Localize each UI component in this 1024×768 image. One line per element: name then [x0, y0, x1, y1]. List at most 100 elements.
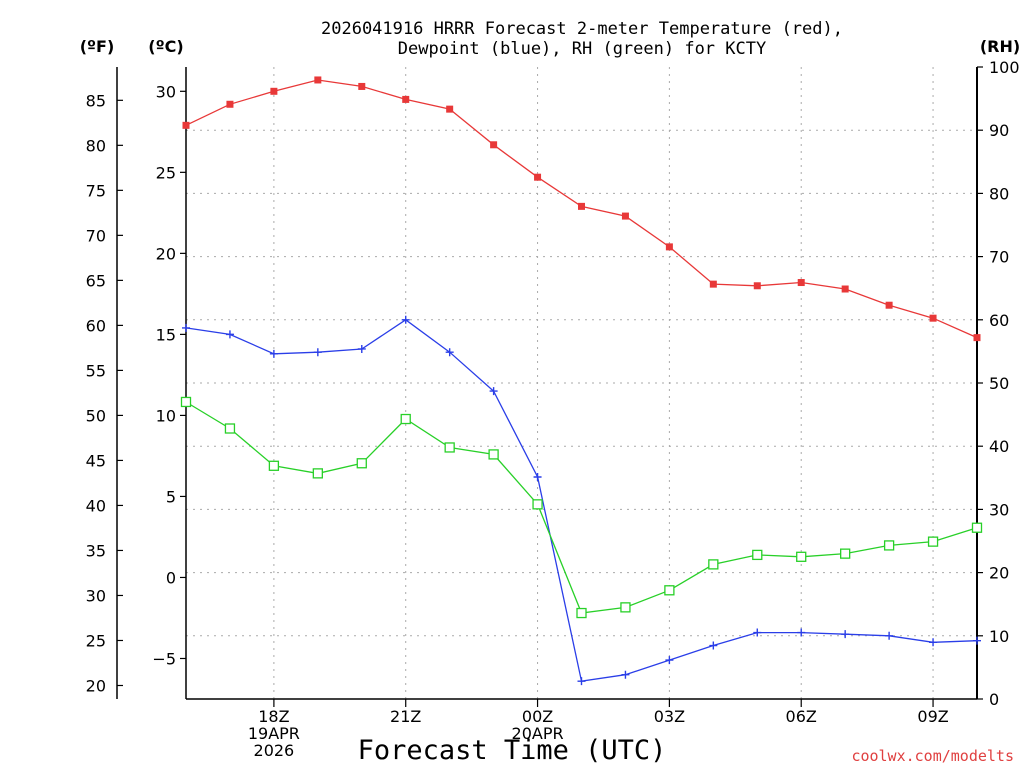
series-point-rh-3 — [312, 468, 323, 479]
celsius-tick-label-3: 10 — [156, 406, 176, 425]
series-point-dewpoint-4 — [357, 344, 366, 353]
credit-text: coolwx.com/modelts — [851, 747, 1014, 765]
fahrenheit-tick-label-10: 70 — [86, 226, 106, 245]
celsius-tick-label-5: 20 — [156, 244, 176, 263]
rh-tick-label-7: 70 — [989, 248, 1009, 267]
series-point-temperature-7 — [490, 141, 498, 149]
series-point-dewpoint-1 — [225, 330, 234, 339]
series-point-temperature-0 — [182, 121, 190, 129]
series-point-rh-14 — [796, 551, 807, 562]
series-line-dewpoint — [185, 319, 978, 682]
chart-title-line2: Dewpoint (blue), RH (green) for KCTY — [398, 39, 766, 59]
celsius-tick-label-7: 30 — [156, 82, 176, 101]
series-point-dewpoint-9 — [577, 677, 586, 686]
fahrenheit-tick-label-4: 40 — [86, 496, 106, 515]
fahrenheit-tick-label-5: 45 — [86, 451, 106, 470]
series-point-dewpoint-14 — [797, 628, 806, 637]
rh-tick-label-4: 40 — [989, 437, 1009, 456]
series-point-temperature-4 — [358, 82, 366, 90]
series-point-rh-18 — [971, 522, 983, 533]
celsius-tick-label-2: 5 — [166, 487, 176, 506]
fahrenheit-tick-label-2: 30 — [86, 586, 106, 605]
series-point-temperature-16 — [885, 301, 893, 309]
fahrenheit-tick-label-6: 50 — [86, 406, 106, 425]
rh-tick-label-0: 0 — [989, 690, 999, 709]
fahrenheit-tick-label-12: 80 — [86, 136, 106, 155]
series-layer — [180, 76, 983, 686]
fahrenheit-tick-label-1: 25 — [86, 631, 106, 650]
series-point-rh-8 — [532, 499, 543, 510]
series-point-dewpoint-5 — [401, 315, 410, 324]
series-point-rh-4 — [356, 458, 367, 469]
series-point-dewpoint-15 — [841, 630, 850, 639]
series-point-rh-9 — [576, 607, 587, 619]
rh-tick-label-8: 80 — [989, 184, 1009, 203]
series-point-rh-1 — [224, 423, 236, 434]
rh-tick-label-1: 10 — [989, 627, 1009, 646]
series-point-temperature-17 — [929, 314, 937, 322]
series-point-temperature-9 — [578, 202, 585, 210]
series-point-dewpoint-0 — [182, 323, 190, 332]
x-tick-label-5-0: 09Z — [917, 707, 948, 726]
series-point-dewpoint-13 — [753, 628, 762, 637]
series-point-rh-16 — [883, 540, 895, 551]
grid-lines — [186, 67, 977, 699]
celsius-tick-label-4: 15 — [156, 325, 176, 344]
rh-tick-label-3: 30 — [989, 500, 1009, 519]
series-point-rh-11 — [664, 585, 675, 596]
fahrenheit-tick-label-11: 75 — [86, 181, 106, 200]
rh-tick-label-6: 60 — [989, 311, 1009, 330]
series-point-rh-17 — [927, 536, 939, 547]
series-point-temperature-15 — [841, 285, 849, 293]
fahrenheit-tick-label-7: 55 — [86, 361, 106, 380]
fahrenheit-tick-label-3: 35 — [86, 541, 106, 560]
series-point-temperature-13 — [753, 282, 761, 290]
series-point-rh-2 — [268, 460, 280, 471]
fahrenheit-tick-label-9: 65 — [86, 271, 106, 290]
series-point-rh-0 — [180, 396, 192, 408]
axes: −5 0 5 10 15 20 25 30 20 25 30 35 40 45 50 55 60 65 70 75 80… — [86, 58, 1020, 760]
series-point-rh-5 — [400, 413, 411, 425]
rh-tick-label-5: 50 — [989, 374, 1009, 393]
series-point-dewpoint-7 — [489, 387, 498, 396]
series-point-rh-7 — [488, 449, 499, 460]
series-point-temperature-12 — [709, 280, 717, 288]
series-point-temperature-3 — [314, 76, 322, 84]
x-tick-label-0-2: 2026 — [254, 741, 295, 760]
series-point-temperature-5 — [402, 95, 410, 103]
x-tick-label-2-1: 20APR — [512, 724, 564, 743]
rh-tick-label-2: 20 — [989, 564, 1009, 583]
series-point-dewpoint-8 — [533, 472, 542, 481]
series-point-dewpoint-6 — [445, 348, 454, 357]
series-point-temperature-6 — [446, 105, 454, 113]
series-line-rh — [185, 401, 978, 614]
rh-unit-label: (RH) — [980, 37, 1020, 56]
x-tick-label-0-0: 18Z — [258, 707, 289, 726]
chart-title-line1: 2026041916 HRRR Forecast 2-meter Tempera… — [321, 19, 843, 39]
celsius-tick-label-6: 25 — [156, 163, 176, 182]
fahrenheit-tick-label-0: 20 — [86, 676, 106, 695]
series-point-dewpoint-10 — [621, 670, 630, 679]
x-tick-label-2-0: 00Z — [522, 707, 553, 726]
series-point-dewpoint-17 — [929, 638, 938, 647]
celsius-tick-label-0: −5 — [152, 649, 176, 668]
series-point-temperature-11 — [665, 243, 673, 251]
series-point-temperature-18 — [973, 334, 981, 342]
x-axis-title: Forecast Time (UTC) — [358, 735, 667, 766]
series-point-temperature-2 — [270, 87, 278, 95]
series-point-dewpoint-3 — [313, 348, 322, 357]
series-point-rh-6 — [444, 442, 455, 453]
rh-tick-label-9: 90 — [989, 121, 1009, 140]
x-tick-label-4-0: 06Z — [786, 707, 817, 726]
x-tick-label-1-0: 21Z — [390, 707, 421, 726]
series-point-rh-10 — [620, 602, 631, 613]
fahrenheit-tick-label-13: 85 — [86, 91, 106, 110]
series-point-dewpoint-2 — [269, 349, 278, 358]
rh-tick-label-10: 100 — [989, 58, 1020, 77]
series-point-dewpoint-18 — [973, 636, 981, 645]
series-point-temperature-1 — [226, 100, 234, 108]
x-tick-label-3-0: 03Z — [654, 707, 685, 726]
fahrenheit-unit-label: (ºF) — [80, 37, 115, 56]
fahrenheit-tick-label-8: 60 — [86, 316, 106, 335]
